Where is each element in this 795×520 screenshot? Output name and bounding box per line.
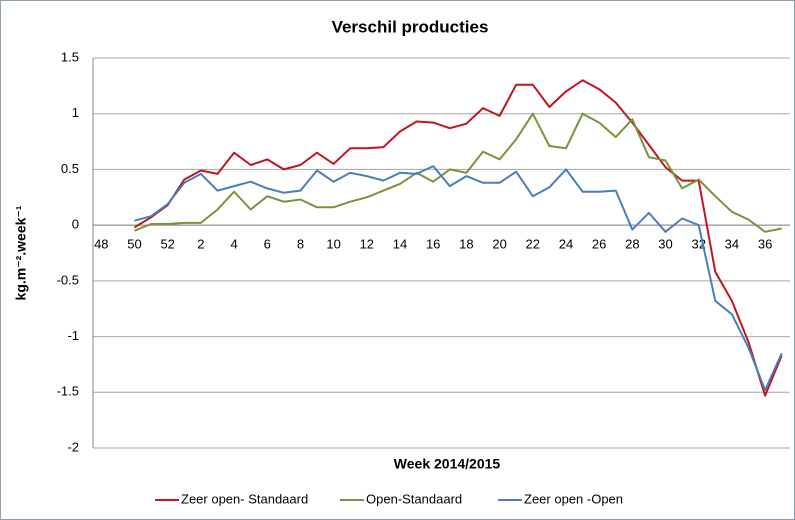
chart-title: Verschil producties bbox=[332, 17, 489, 36]
x-tick-label: 14 bbox=[393, 237, 407, 252]
y-tick-label: 0.5 bbox=[61, 161, 79, 176]
x-tick-label: 4 bbox=[230, 237, 237, 252]
y-tick-label: 1 bbox=[72, 105, 79, 120]
x-tick-label: 36 bbox=[758, 237, 772, 252]
legend-label: Zeer open- Standaard bbox=[181, 491, 308, 506]
x-tick-label: 30 bbox=[658, 237, 672, 252]
x-tick-label: 22 bbox=[526, 237, 540, 252]
y-tick-label: -2 bbox=[67, 439, 79, 454]
x-tick-label: 24 bbox=[559, 237, 573, 252]
y-tick-label: 1.5 bbox=[61, 49, 79, 64]
x-tick-label: 8 bbox=[297, 237, 304, 252]
legend-label: Zeer open -Open bbox=[524, 491, 623, 506]
x-tick-label: 26 bbox=[592, 237, 606, 252]
x-tick-label: 12 bbox=[360, 237, 374, 252]
x-tick-label: 10 bbox=[326, 237, 340, 252]
x-tick-label: 28 bbox=[625, 237, 639, 252]
series-line bbox=[134, 112, 782, 233]
x-tick-label: 50 bbox=[127, 237, 141, 252]
x-tick-label: 34 bbox=[725, 237, 739, 252]
y-axis-title: kg.m⁻².week⁻¹ bbox=[13, 205, 29, 300]
x-axis-title: Week 2014/2015 bbox=[394, 456, 501, 472]
x-tick-label: 6 bbox=[264, 237, 271, 252]
y-tick-label: 0 bbox=[72, 217, 79, 232]
x-tick-label: 48 bbox=[94, 237, 108, 252]
series-line bbox=[134, 165, 783, 392]
y-tick-label: -1 bbox=[67, 328, 79, 343]
x-tick-label: 18 bbox=[459, 237, 473, 252]
y-tick-label: -1.5 bbox=[57, 384, 79, 399]
x-tick-label: 52 bbox=[160, 237, 174, 252]
legend-label: Open-Standaard bbox=[366, 491, 462, 506]
y-tick-label: -0.5 bbox=[57, 272, 79, 287]
x-tick-label: 2 bbox=[197, 237, 204, 252]
x-tick-label: 16 bbox=[426, 237, 440, 252]
x-tick-label: 20 bbox=[492, 237, 506, 252]
